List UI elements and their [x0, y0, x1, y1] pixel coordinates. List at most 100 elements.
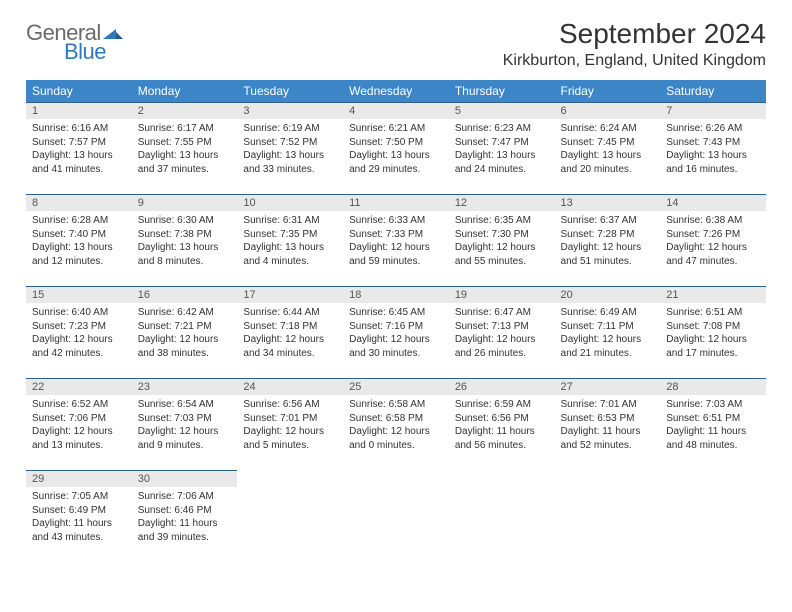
daylight-text: Daylight: 12 hours and 34 minutes.	[243, 333, 337, 360]
day-number: 8	[26, 195, 132, 211]
day-details: Sunrise: 6:21 AMSunset: 7:50 PMDaylight:…	[343, 119, 449, 180]
day-details: Sunrise: 6:44 AMSunset: 7:18 PMDaylight:…	[237, 303, 343, 364]
sunrise-text: Sunrise: 6:16 AM	[32, 122, 126, 136]
calendar-cell: 19Sunrise: 6:47 AMSunset: 7:13 PMDayligh…	[449, 287, 555, 379]
day-number: 24	[237, 379, 343, 395]
calendar-cell: 11Sunrise: 6:33 AMSunset: 7:33 PMDayligh…	[343, 195, 449, 287]
day-number: 16	[132, 287, 238, 303]
day-details: Sunrise: 6:38 AMSunset: 7:26 PMDaylight:…	[660, 211, 766, 272]
day-number: 30	[132, 471, 238, 487]
weekday-header: Friday	[555, 80, 661, 103]
day-number: 29	[26, 471, 132, 487]
daylight-text: Daylight: 12 hours and 42 minutes.	[32, 333, 126, 360]
sunrise-text: Sunrise: 6:26 AM	[666, 122, 760, 136]
sunrise-text: Sunrise: 6:23 AM	[455, 122, 549, 136]
sunrise-text: Sunrise: 6:59 AM	[455, 398, 549, 412]
daylight-text: Daylight: 13 hours and 37 minutes.	[138, 149, 232, 176]
day-number: 7	[660, 103, 766, 119]
daylight-text: Daylight: 13 hours and 24 minutes.	[455, 149, 549, 176]
calendar-cell: 10Sunrise: 6:31 AMSunset: 7:35 PMDayligh…	[237, 195, 343, 287]
sunrise-text: Sunrise: 6:38 AM	[666, 214, 760, 228]
daylight-text: Daylight: 11 hours and 56 minutes.	[455, 425, 549, 452]
month-title: September 2024	[503, 18, 766, 50]
day-number: 27	[555, 379, 661, 395]
day-number: 12	[449, 195, 555, 211]
daylight-text: Daylight: 12 hours and 21 minutes.	[561, 333, 655, 360]
daylight-text: Daylight: 11 hours and 39 minutes.	[138, 517, 232, 544]
brand-logo: General Blue	[26, 18, 123, 63]
calendar-cell: 28Sunrise: 7:03 AMSunset: 6:51 PMDayligh…	[660, 379, 766, 471]
sunset-text: Sunset: 6:56 PM	[455, 412, 549, 426]
day-number: 22	[26, 379, 132, 395]
calendar-cell: 22Sunrise: 6:52 AMSunset: 7:06 PMDayligh…	[26, 379, 132, 471]
daylight-text: Daylight: 13 hours and 8 minutes.	[138, 241, 232, 268]
weekday-header: Thursday	[449, 80, 555, 103]
sunrise-text: Sunrise: 6:30 AM	[138, 214, 232, 228]
day-number: 5	[449, 103, 555, 119]
day-details: Sunrise: 6:54 AMSunset: 7:03 PMDaylight:…	[132, 395, 238, 456]
day-details: Sunrise: 6:47 AMSunset: 7:13 PMDaylight:…	[449, 303, 555, 364]
day-details: Sunrise: 6:30 AMSunset: 7:38 PMDaylight:…	[132, 211, 238, 272]
page: General Blue September 2024 Kirkburton, …	[0, 0, 792, 563]
sunset-text: Sunset: 7:21 PM	[138, 320, 232, 334]
day-number: 14	[660, 195, 766, 211]
sunset-text: Sunset: 7:11 PM	[561, 320, 655, 334]
sunrise-text: Sunrise: 6:47 AM	[455, 306, 549, 320]
sunrise-text: Sunrise: 6:24 AM	[561, 122, 655, 136]
sunset-text: Sunset: 6:53 PM	[561, 412, 655, 426]
daylight-text: Daylight: 12 hours and 5 minutes.	[243, 425, 337, 452]
sunrise-text: Sunrise: 6:44 AM	[243, 306, 337, 320]
day-details: Sunrise: 6:40 AMSunset: 7:23 PMDaylight:…	[26, 303, 132, 364]
day-number: 28	[660, 379, 766, 395]
sunset-text: Sunset: 7:57 PM	[32, 136, 126, 150]
sunset-text: Sunset: 6:49 PM	[32, 504, 126, 518]
calendar-cell: 15Sunrise: 6:40 AMSunset: 7:23 PMDayligh…	[26, 287, 132, 379]
day-details: Sunrise: 6:16 AMSunset: 7:57 PMDaylight:…	[26, 119, 132, 180]
sunset-text: Sunset: 6:58 PM	[349, 412, 443, 426]
sunrise-text: Sunrise: 6:21 AM	[349, 122, 443, 136]
day-number: 25	[343, 379, 449, 395]
daylight-text: Daylight: 12 hours and 26 minutes.	[455, 333, 549, 360]
calendar-table: SundayMondayTuesdayWednesdayThursdayFrid…	[26, 80, 766, 563]
sunset-text: Sunset: 7:55 PM	[138, 136, 232, 150]
brand-word-2: Blue	[64, 41, 123, 63]
daylight-text: Daylight: 12 hours and 38 minutes.	[138, 333, 232, 360]
sunset-text: Sunset: 7:03 PM	[138, 412, 232, 426]
sunrise-text: Sunrise: 6:56 AM	[243, 398, 337, 412]
daylight-text: Daylight: 13 hours and 41 minutes.	[32, 149, 126, 176]
day-details: Sunrise: 6:49 AMSunset: 7:11 PMDaylight:…	[555, 303, 661, 364]
sunrise-text: Sunrise: 7:01 AM	[561, 398, 655, 412]
sunrise-text: Sunrise: 6:58 AM	[349, 398, 443, 412]
daylight-text: Daylight: 11 hours and 52 minutes.	[561, 425, 655, 452]
calendar-cell: 16Sunrise: 6:42 AMSunset: 7:21 PMDayligh…	[132, 287, 238, 379]
sunset-text: Sunset: 7:26 PM	[666, 228, 760, 242]
day-details: Sunrise: 6:17 AMSunset: 7:55 PMDaylight:…	[132, 119, 238, 180]
calendar-week-row: 22Sunrise: 6:52 AMSunset: 7:06 PMDayligh…	[26, 379, 766, 471]
calendar-cell: 5Sunrise: 6:23 AMSunset: 7:47 PMDaylight…	[449, 103, 555, 195]
sunrise-text: Sunrise: 7:06 AM	[138, 490, 232, 504]
sunset-text: Sunset: 7:40 PM	[32, 228, 126, 242]
calendar-cell: 12Sunrise: 6:35 AMSunset: 7:30 PMDayligh…	[449, 195, 555, 287]
daylight-text: Daylight: 13 hours and 29 minutes.	[349, 149, 443, 176]
sunrise-text: Sunrise: 6:49 AM	[561, 306, 655, 320]
day-details: Sunrise: 6:28 AMSunset: 7:40 PMDaylight:…	[26, 211, 132, 272]
sunrise-text: Sunrise: 6:28 AM	[32, 214, 126, 228]
day-number: 2	[132, 103, 238, 119]
calendar-cell	[343, 471, 449, 563]
day-number: 13	[555, 195, 661, 211]
daylight-text: Daylight: 12 hours and 51 minutes.	[561, 241, 655, 268]
day-number: 23	[132, 379, 238, 395]
calendar-cell: 20Sunrise: 6:49 AMSunset: 7:11 PMDayligh…	[555, 287, 661, 379]
daylight-text: Daylight: 11 hours and 48 minutes.	[666, 425, 760, 452]
calendar-cell: 27Sunrise: 7:01 AMSunset: 6:53 PMDayligh…	[555, 379, 661, 471]
sunset-text: Sunset: 7:30 PM	[455, 228, 549, 242]
day-number: 15	[26, 287, 132, 303]
sunset-text: Sunset: 7:45 PM	[561, 136, 655, 150]
calendar-cell: 3Sunrise: 6:19 AMSunset: 7:52 PMDaylight…	[237, 103, 343, 195]
day-number: 20	[555, 287, 661, 303]
day-details: Sunrise: 6:37 AMSunset: 7:28 PMDaylight:…	[555, 211, 661, 272]
calendar-cell: 1Sunrise: 6:16 AMSunset: 7:57 PMDaylight…	[26, 103, 132, 195]
day-details: Sunrise: 7:01 AMSunset: 6:53 PMDaylight:…	[555, 395, 661, 456]
sunset-text: Sunset: 7:01 PM	[243, 412, 337, 426]
weekday-header: Wednesday	[343, 80, 449, 103]
